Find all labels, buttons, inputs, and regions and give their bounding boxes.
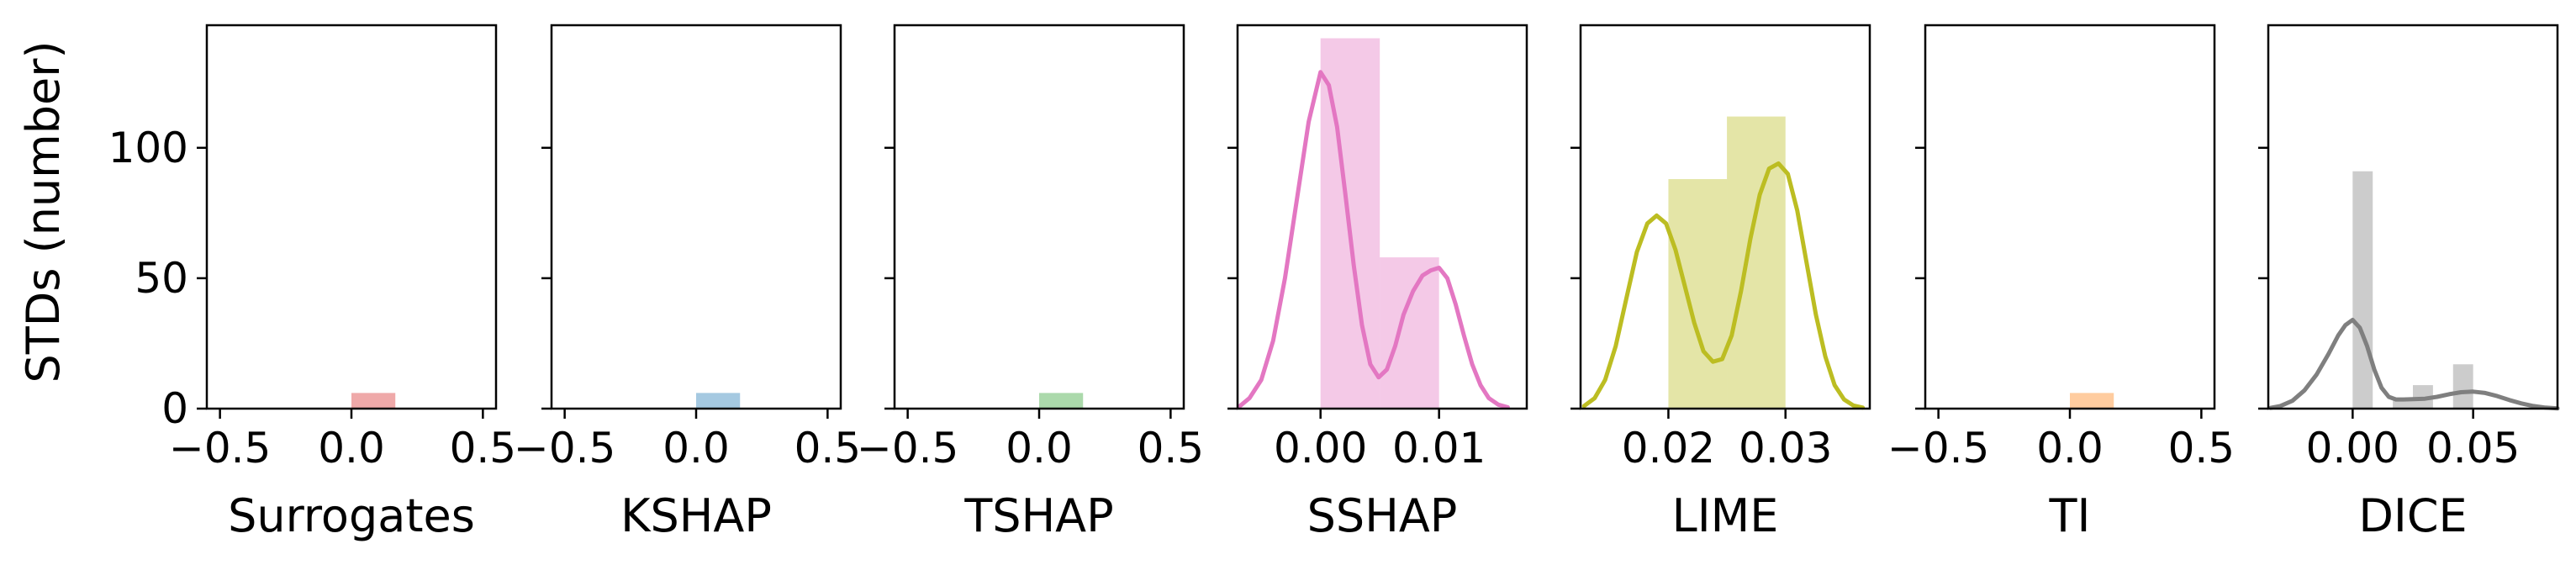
x-tick-label-tshap: 0.0 [1006, 424, 1073, 473]
histogram-bar-lime-1 [1727, 116, 1786, 409]
x-tick-label-kshap: −0.5 [514, 424, 615, 473]
axes-frame-sshap [1236, 24, 1528, 410]
kde-line-sshap [1238, 70, 1510, 409]
x-tick-label-sshap: 0.00 [1274, 424, 1367, 473]
panel-tshap: −0.5 0.0 0.5 TSHAP [857, 24, 1205, 542]
y-axis-label: STDs (number) [17, 40, 70, 383]
x-axis-label-sshap: SSHAP [1307, 489, 1458, 542]
x-tick-label-ti: −0.5 [1887, 424, 1989, 473]
x-tick-label-ti: 0.5 [2168, 424, 2236, 473]
x-tick-label-surrogates: 0.0 [318, 424, 385, 473]
axes-frame-lime [1579, 24, 1871, 410]
panel-ti: −0.5 0.0 0.5 TI [1887, 24, 2236, 542]
histogram-bar-ti-0 [2070, 393, 2114, 409]
x-tick-label-tshap: −0.5 [857, 424, 958, 473]
x-tick-label-sshap: 0.01 [1392, 424, 1486, 473]
histogram-bar-dice-3 [2452, 364, 2473, 409]
x-tick-label-lime: 0.03 [1739, 424, 1832, 473]
axes-frame-dice [2267, 24, 2559, 410]
histogram-bar-tshap-0 [1039, 393, 1084, 409]
panels: 0 50 100 −0.5 0.0 0.5 Surrogates −0.5 0.0 0.5 KSHA… [108, 24, 2560, 542]
histogram-bar-dice-0 [2352, 171, 2373, 409]
x-tick-label-kshap: 0.5 [794, 424, 862, 473]
x-axis-label-ti: TI [2049, 489, 2091, 542]
kde-line-lime [1581, 161, 1866, 410]
histogram-bar-lime-0 [1668, 179, 1728, 409]
x-axis-label-lime: LIME [1672, 489, 1779, 542]
y-tick-label: 0 [161, 384, 188, 433]
panel-sshap: 0.00 0.01 SSHAP [1227, 24, 1528, 542]
x-axis-label-kshap: KSHAP [620, 489, 772, 542]
y-tick-label: 50 [135, 254, 188, 303]
x-tick-label-ti: 0.0 [2036, 424, 2104, 473]
x-tick-label-lime: 0.02 [1622, 424, 1715, 473]
kde-line-dice [2268, 318, 2560, 411]
y-tick-label: 100 [108, 124, 188, 172]
panel-dice: 0.00 0.05 DICE [2258, 24, 2560, 542]
x-tick-label-tshap: 0.5 [1138, 424, 1205, 473]
histogram-bar-sshap-1 [1380, 257, 1439, 409]
x-axis-label-tshap: TSHAP [963, 489, 1113, 542]
histogram-bar-surrogates-0 [351, 393, 396, 409]
panel-lime: 0.02 0.03 LIME [1570, 24, 1871, 542]
x-axis-label-surrogates: Surrogates [228, 489, 475, 542]
x-tick-label-surrogates: 0.5 [450, 424, 517, 473]
x-tick-label-kshap: 0.0 [662, 424, 730, 473]
histogram-bar-kshap-0 [696, 393, 741, 409]
x-tick-label-surrogates: −0.5 [169, 424, 271, 473]
x-tick-label-dice: 0.00 [2306, 424, 2399, 473]
x-tick-label-dice: 0.05 [2426, 424, 2520, 473]
panel-kshap: −0.5 0.0 0.5 KSHAP [514, 24, 862, 542]
x-axis-label-dice: DICE [2358, 489, 2467, 542]
panel-surrogates: 0 50 100 −0.5 0.0 0.5 Surrogates [108, 24, 517, 542]
histogram-bar-dice-1 [2393, 400, 2413, 409]
